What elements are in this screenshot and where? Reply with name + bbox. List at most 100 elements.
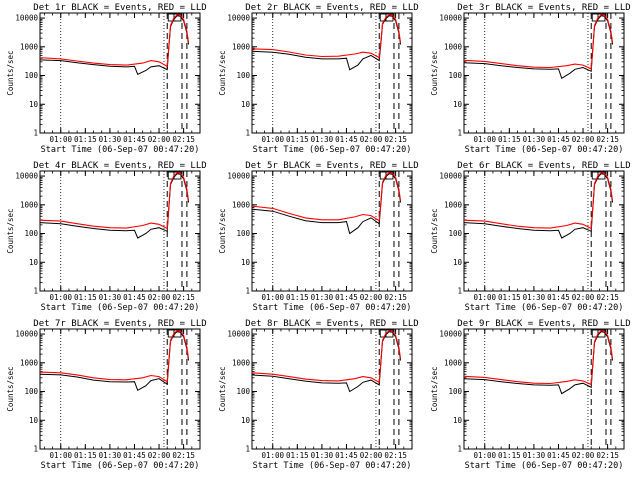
y-tick-label: 100 xyxy=(236,71,250,80)
x-tick-label: 02:00 xyxy=(572,293,595,302)
y-axis-label: Counts/sec xyxy=(430,50,439,95)
y-tick-label: 1 xyxy=(33,129,38,138)
x-tick-label: 01:15 xyxy=(498,293,521,302)
x-tick-label: 01:45 xyxy=(123,293,146,302)
y-axis-label: Counts/sec xyxy=(218,208,227,253)
plot-frame xyxy=(463,170,625,292)
x-tick-label: 01:45 xyxy=(335,293,358,302)
x-axis-label: Start Time (06-Sep-07 00:47:20) xyxy=(253,303,412,313)
x-tick-label: 02:00 xyxy=(148,293,171,302)
panel-3: Det 3r BLACK = Events, RED = LLD 1 10 100 10… xyxy=(430,3,631,155)
series-lld-line xyxy=(464,14,614,70)
y-tick-label: 1000 xyxy=(444,42,463,51)
plot-frame xyxy=(251,170,413,292)
y-tick-label: 10 xyxy=(29,416,39,425)
series-lld-line xyxy=(464,330,614,386)
y-tick-label: 1 xyxy=(33,287,38,296)
y-tick-label: 1 xyxy=(245,129,250,138)
x-axis-label: Start Time (06-Sep-07 00:47:20) xyxy=(41,145,200,155)
y-tick-label: 1 xyxy=(457,129,462,138)
series-events-line xyxy=(464,15,613,80)
y-tick-label: 100 xyxy=(448,229,462,238)
y-axis-label: Counts/sec xyxy=(430,208,439,253)
x-tick-label: 01:45 xyxy=(547,135,570,144)
x-tick-label: 01:00 xyxy=(261,451,284,460)
y-tick-label: 1000 xyxy=(20,42,39,51)
series-events-line xyxy=(252,331,401,393)
y-tick-label: 10000 xyxy=(439,330,462,339)
panel-6: Det 6r BLACK = Events, RED = LLD 1 10 100 10… xyxy=(430,161,631,313)
y-tick-label: 100 xyxy=(24,229,38,238)
y-tick-label: 10000 xyxy=(227,172,250,181)
y-tick-label: 100 xyxy=(448,387,462,396)
y-axis-label: Counts/sec xyxy=(6,366,15,411)
plot-frame xyxy=(251,328,413,450)
y-tick-label: 10 xyxy=(453,258,463,267)
x-tick-label: 02:15 xyxy=(172,451,195,460)
y-tick-label: 100 xyxy=(448,71,462,80)
series-lld-line xyxy=(40,172,190,230)
plot-frame xyxy=(251,12,413,134)
x-tick-label: 01:15 xyxy=(286,451,309,460)
y-tick-label: 10000 xyxy=(227,14,250,23)
chart-title: Det 2r BLACK = Events, RED = LLD xyxy=(245,3,418,13)
y-tick-label: 10 xyxy=(29,258,39,267)
x-tick-label: 02:00 xyxy=(572,135,595,144)
x-tick-label: 01:30 xyxy=(311,293,334,302)
chart-title: Det 6r BLACK = Events, RED = LLD xyxy=(457,161,630,171)
x-tick-label: 02:00 xyxy=(572,451,595,460)
series-events-line xyxy=(464,173,613,239)
series-lld-line xyxy=(40,330,190,383)
series-events-line xyxy=(40,173,189,239)
x-tick-label: 01:00 xyxy=(261,293,284,302)
y-axis-label: Counts/sec xyxy=(6,50,15,95)
chart-title: Det 7r BLACK = Events, RED = LLD xyxy=(33,319,206,329)
y-tick-label: 1 xyxy=(245,445,250,454)
plot-frame xyxy=(39,170,201,292)
x-tick-label: 01:45 xyxy=(335,135,358,144)
x-tick-label: 01:00 xyxy=(49,451,72,460)
y-tick-label: 100 xyxy=(236,229,250,238)
series-lld-line xyxy=(252,14,402,59)
x-tick-label: 02:00 xyxy=(148,451,171,460)
y-tick-label: 10000 xyxy=(15,172,38,181)
x-tick-label: 01:00 xyxy=(49,293,72,302)
chart-title: Det 8r BLACK = Events, RED = LLD xyxy=(245,319,418,329)
chart-title: Det 4r BLACK = Events, RED = LLD xyxy=(33,161,206,171)
chart-title: Det 5r BLACK = Events, RED = LLD xyxy=(245,161,418,171)
x-tick-label: 01:45 xyxy=(123,135,146,144)
y-axis-label: Counts/sec xyxy=(6,208,15,253)
x-axis-label: Start Time (06-Sep-07 00:47:20) xyxy=(253,461,412,471)
y-tick-label: 1000 xyxy=(232,42,251,51)
x-tick-label: 01:00 xyxy=(473,135,496,144)
y-tick-label: 1 xyxy=(457,287,462,296)
y-tick-label: 1 xyxy=(245,287,250,296)
x-tick-label: 01:15 xyxy=(74,293,97,302)
y-tick-label: 10 xyxy=(241,258,251,267)
y-tick-label: 10 xyxy=(241,416,251,425)
x-tick-label: 01:00 xyxy=(49,135,72,144)
x-tick-label: 01:00 xyxy=(473,451,496,460)
x-tick-label: 01:30 xyxy=(99,293,122,302)
plot-frame xyxy=(463,328,625,450)
y-axis-label: Counts/sec xyxy=(218,50,227,95)
y-tick-label: 10 xyxy=(29,100,39,109)
plot-frame xyxy=(39,12,201,134)
x-tick-label: 02:00 xyxy=(360,135,383,144)
y-tick-label: 100 xyxy=(24,387,38,396)
y-tick-label: 1000 xyxy=(444,200,463,209)
series-lld-line xyxy=(252,330,402,384)
panel-4: Det 4r BLACK = Events, RED = LLD 1 10 100 10… xyxy=(6,161,207,313)
x-axis-label: Start Time (06-Sep-07 00:47:20) xyxy=(465,145,624,155)
x-tick-label: 02:00 xyxy=(360,293,383,302)
y-tick-label: 10 xyxy=(453,100,463,109)
chart-title: Det 3r BLACK = Events, RED = LLD xyxy=(457,3,630,13)
y-tick-label: 1000 xyxy=(20,200,39,209)
x-axis-label: Start Time (06-Sep-07 00:47:20) xyxy=(41,461,200,471)
y-tick-label: 1000 xyxy=(20,358,39,367)
panel-5: Det 5r BLACK = Events, RED = LLD 1 10 100 10… xyxy=(218,161,419,313)
x-tick-label: 02:15 xyxy=(172,135,195,144)
x-tick-label: 02:15 xyxy=(596,135,619,144)
x-tick-label: 01:30 xyxy=(523,293,546,302)
